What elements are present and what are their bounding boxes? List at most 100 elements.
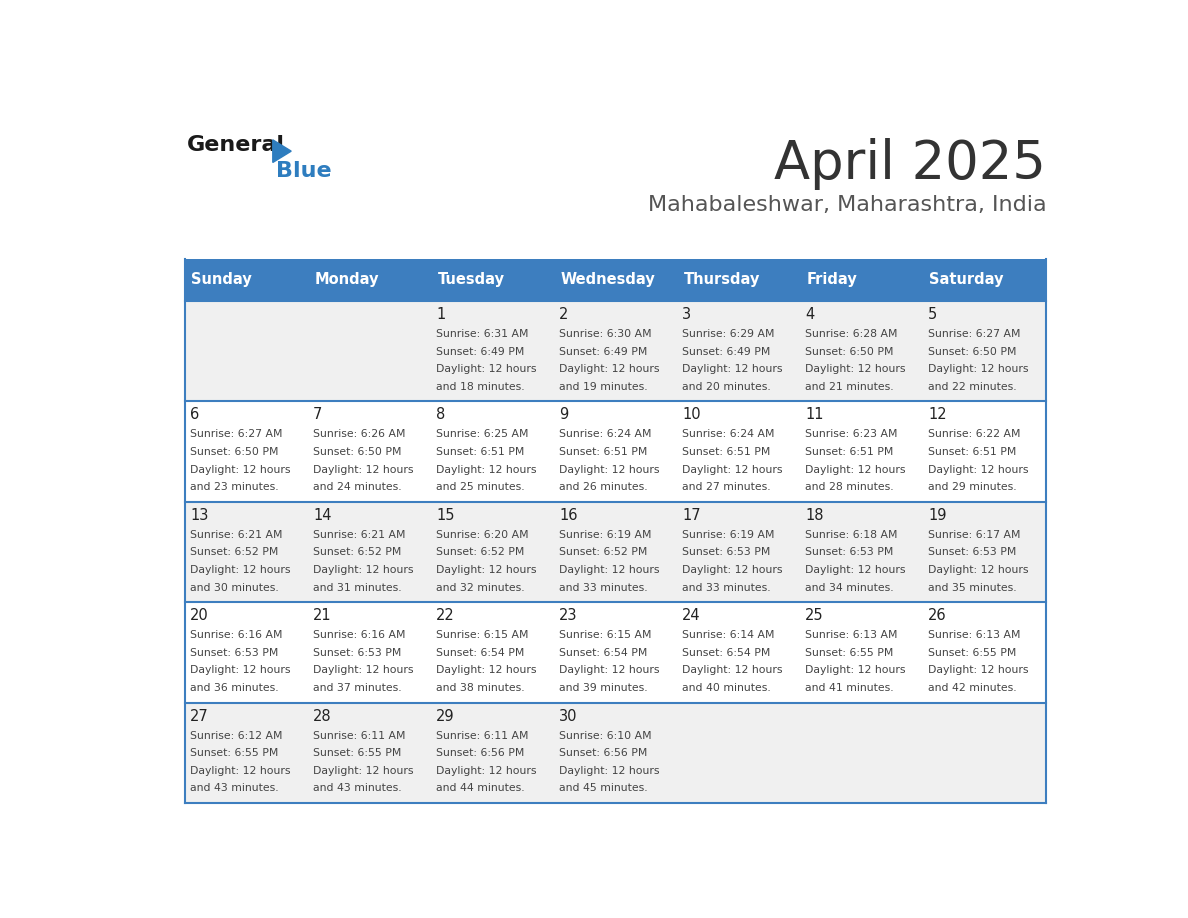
Text: Sunrise: 6:27 AM: Sunrise: 6:27 AM — [190, 430, 283, 440]
Text: Sunrise: 6:16 AM: Sunrise: 6:16 AM — [190, 631, 283, 640]
Text: and 44 minutes.: and 44 minutes. — [436, 783, 525, 793]
Text: 6: 6 — [190, 408, 200, 422]
Text: Sunrise: 6:20 AM: Sunrise: 6:20 AM — [436, 530, 529, 540]
Text: 16: 16 — [560, 508, 577, 522]
Text: Sunday: Sunday — [191, 273, 252, 287]
Text: 8: 8 — [436, 408, 446, 422]
Text: 21: 21 — [314, 608, 331, 623]
Text: Sunset: 6:52 PM: Sunset: 6:52 PM — [190, 547, 279, 557]
Text: Sunrise: 6:24 AM: Sunrise: 6:24 AM — [682, 430, 775, 440]
Text: Daylight: 12 hours: Daylight: 12 hours — [560, 666, 659, 676]
Text: Sunrise: 6:30 AM: Sunrise: 6:30 AM — [560, 330, 652, 339]
Text: Daylight: 12 hours: Daylight: 12 hours — [190, 565, 291, 575]
Text: Daylight: 12 hours: Daylight: 12 hours — [928, 364, 1029, 375]
Text: and 20 minutes.: and 20 minutes. — [682, 382, 771, 392]
Text: and 43 minutes.: and 43 minutes. — [190, 783, 279, 793]
Text: Daylight: 12 hours: Daylight: 12 hours — [314, 565, 413, 575]
Text: Sunrise: 6:13 AM: Sunrise: 6:13 AM — [928, 631, 1020, 640]
Text: Sunrise: 6:29 AM: Sunrise: 6:29 AM — [682, 330, 775, 339]
Text: 2: 2 — [560, 307, 569, 322]
Text: 20: 20 — [190, 608, 209, 623]
Bar — [431, 259, 555, 301]
Text: 15: 15 — [436, 508, 455, 522]
Text: and 24 minutes.: and 24 minutes. — [314, 482, 402, 492]
Text: and 33 minutes.: and 33 minutes. — [560, 583, 647, 592]
Text: Daylight: 12 hours: Daylight: 12 hours — [190, 766, 291, 776]
Text: Sunrise: 6:19 AM: Sunrise: 6:19 AM — [560, 530, 652, 540]
Text: and 30 minutes.: and 30 minutes. — [190, 583, 279, 592]
Text: Daylight: 12 hours: Daylight: 12 hours — [436, 666, 537, 676]
Text: Sunset: 6:54 PM: Sunset: 6:54 PM — [682, 648, 771, 658]
Bar — [185, 502, 1047, 602]
Text: and 43 minutes.: and 43 minutes. — [314, 783, 402, 793]
Text: Sunset: 6:55 PM: Sunset: 6:55 PM — [928, 648, 1017, 658]
Text: 24: 24 — [682, 608, 701, 623]
Bar — [309, 259, 431, 301]
Polygon shape — [273, 140, 291, 162]
Text: Sunrise: 6:31 AM: Sunrise: 6:31 AM — [436, 330, 529, 339]
Text: Wednesday: Wednesday — [561, 273, 655, 287]
Text: Sunrise: 6:24 AM: Sunrise: 6:24 AM — [560, 430, 652, 440]
Text: Tuesday: Tuesday — [437, 273, 505, 287]
Text: Daylight: 12 hours: Daylight: 12 hours — [190, 666, 291, 676]
Text: 19: 19 — [928, 508, 947, 522]
Text: Daylight: 12 hours: Daylight: 12 hours — [560, 565, 659, 575]
Text: Sunset: 6:49 PM: Sunset: 6:49 PM — [682, 347, 771, 357]
Text: Sunrise: 6:10 AM: Sunrise: 6:10 AM — [560, 731, 652, 741]
Text: Sunrise: 6:12 AM: Sunrise: 6:12 AM — [190, 731, 283, 741]
Text: Sunrise: 6:11 AM: Sunrise: 6:11 AM — [436, 731, 529, 741]
Text: and 23 minutes.: and 23 minutes. — [190, 482, 279, 492]
Text: Sunrise: 6:11 AM: Sunrise: 6:11 AM — [314, 731, 406, 741]
Text: Sunrise: 6:26 AM: Sunrise: 6:26 AM — [314, 430, 406, 440]
Text: 27: 27 — [190, 709, 209, 723]
Text: 5: 5 — [928, 307, 937, 322]
Text: Daylight: 12 hours: Daylight: 12 hours — [682, 364, 783, 375]
Text: and 35 minutes.: and 35 minutes. — [928, 583, 1017, 592]
Text: Mahabaleshwar, Maharashtra, India: Mahabaleshwar, Maharashtra, India — [647, 195, 1047, 215]
Bar — [185, 602, 1047, 702]
Text: 26: 26 — [928, 608, 947, 623]
Text: 18: 18 — [805, 508, 823, 522]
Text: 30: 30 — [560, 709, 577, 723]
Text: Daylight: 12 hours: Daylight: 12 hours — [805, 364, 905, 375]
Text: Daylight: 12 hours: Daylight: 12 hours — [682, 565, 783, 575]
Text: Sunset: 6:49 PM: Sunset: 6:49 PM — [560, 347, 647, 357]
Text: Sunset: 6:53 PM: Sunset: 6:53 PM — [682, 547, 771, 557]
Text: Daylight: 12 hours: Daylight: 12 hours — [560, 766, 659, 776]
Text: and 21 minutes.: and 21 minutes. — [805, 382, 893, 392]
Text: and 32 minutes.: and 32 minutes. — [436, 583, 525, 592]
Text: Sunset: 6:56 PM: Sunset: 6:56 PM — [560, 748, 647, 758]
Text: 13: 13 — [190, 508, 209, 522]
Text: and 40 minutes.: and 40 minutes. — [682, 683, 771, 693]
Bar — [923, 259, 1047, 301]
Text: and 34 minutes.: and 34 minutes. — [805, 583, 893, 592]
Text: Sunrise: 6:15 AM: Sunrise: 6:15 AM — [560, 631, 652, 640]
Text: and 18 minutes.: and 18 minutes. — [436, 382, 525, 392]
Text: Sunset: 6:51 PM: Sunset: 6:51 PM — [436, 447, 525, 457]
Text: 4: 4 — [805, 307, 815, 322]
Text: 7: 7 — [314, 408, 323, 422]
Text: Daylight: 12 hours: Daylight: 12 hours — [805, 666, 905, 676]
Text: Daylight: 12 hours: Daylight: 12 hours — [682, 465, 783, 475]
Text: Sunset: 6:51 PM: Sunset: 6:51 PM — [682, 447, 771, 457]
Text: Sunset: 6:54 PM: Sunset: 6:54 PM — [560, 648, 647, 658]
Text: Daylight: 12 hours: Daylight: 12 hours — [928, 565, 1029, 575]
Text: Daylight: 12 hours: Daylight: 12 hours — [314, 666, 413, 676]
Text: Saturday: Saturday — [929, 273, 1004, 287]
Text: Daylight: 12 hours: Daylight: 12 hours — [805, 565, 905, 575]
Text: and 27 minutes.: and 27 minutes. — [682, 482, 771, 492]
Text: 9: 9 — [560, 408, 568, 422]
Text: Sunrise: 6:21 AM: Sunrise: 6:21 AM — [190, 530, 283, 540]
Text: Sunrise: 6:19 AM: Sunrise: 6:19 AM — [682, 530, 775, 540]
Text: 11: 11 — [805, 408, 823, 422]
Text: Thursday: Thursday — [683, 273, 760, 287]
Text: and 33 minutes.: and 33 minutes. — [682, 583, 771, 592]
Text: Sunset: 6:53 PM: Sunset: 6:53 PM — [190, 648, 279, 658]
Text: Sunset: 6:51 PM: Sunset: 6:51 PM — [805, 447, 893, 457]
Text: Daylight: 12 hours: Daylight: 12 hours — [805, 465, 905, 475]
Text: and 28 minutes.: and 28 minutes. — [805, 482, 893, 492]
Text: Sunset: 6:53 PM: Sunset: 6:53 PM — [928, 547, 1017, 557]
Text: Sunrise: 6:16 AM: Sunrise: 6:16 AM — [314, 631, 406, 640]
Text: Sunset: 6:53 PM: Sunset: 6:53 PM — [805, 547, 893, 557]
Text: 28: 28 — [314, 709, 331, 723]
